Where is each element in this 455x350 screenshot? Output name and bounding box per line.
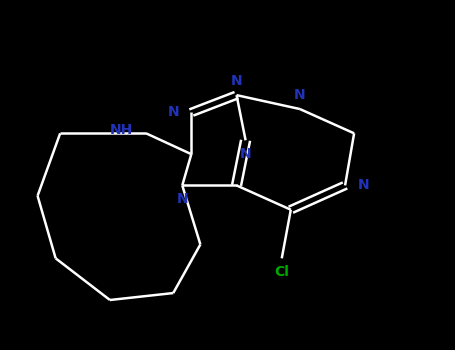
Text: N: N <box>357 178 369 192</box>
Text: N: N <box>240 147 252 161</box>
Text: N: N <box>294 88 306 102</box>
Text: NH: NH <box>110 123 133 137</box>
Text: Cl: Cl <box>274 265 289 279</box>
Text: N: N <box>167 105 179 119</box>
Text: N: N <box>231 74 243 88</box>
Text: N: N <box>177 192 188 206</box>
